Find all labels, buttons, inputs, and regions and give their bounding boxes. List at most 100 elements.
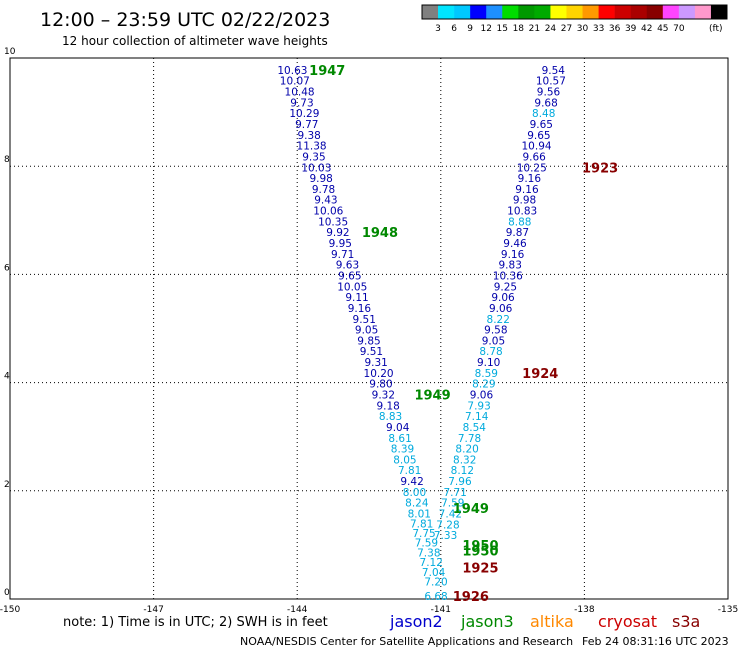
wave-height-value: 9.06 bbox=[491, 292, 515, 304]
legend-swatch bbox=[502, 5, 519, 19]
legend-unit: (ft) bbox=[709, 24, 723, 34]
wave-height-value: 10.07 bbox=[280, 76, 310, 88]
chart-title: 12:00 – 23:59 UTC 02/22/2023 bbox=[40, 9, 330, 31]
legend-tick-label: 42 bbox=[641, 24, 652, 34]
wave-height-value: 10.03 bbox=[301, 162, 331, 174]
legend-tick-label: 6 bbox=[451, 24, 457, 34]
wave-height-value: 10.48 bbox=[285, 87, 315, 99]
wave-height-value: 9.71 bbox=[331, 249, 354, 261]
wave-height-value: 9.78 bbox=[312, 184, 335, 196]
wave-height-value: 9.54 bbox=[542, 65, 566, 77]
wave-height-value: 9.98 bbox=[513, 195, 536, 207]
legend-swatch bbox=[518, 5, 535, 19]
wave-height-value: 9.18 bbox=[376, 400, 399, 412]
legend-swatch bbox=[566, 5, 583, 19]
pass-time-label: 1925 bbox=[462, 562, 498, 577]
color-scale-legend bbox=[421, 4, 728, 20]
pass-time-label: 1950 bbox=[462, 544, 498, 559]
wave-height-value: 9.63 bbox=[336, 260, 359, 272]
wave-height-value: 8.29 bbox=[472, 379, 495, 391]
y-tick-label: 6 bbox=[4, 263, 10, 273]
wave-height-value: 8.78 bbox=[479, 346, 502, 358]
wave-height-value: 9.31 bbox=[364, 357, 387, 369]
wave-height-value: 8.61 bbox=[388, 433, 411, 445]
legend-swatch bbox=[582, 5, 599, 19]
wave-height-value: 9.95 bbox=[329, 238, 352, 250]
wave-height-value: 9.58 bbox=[484, 325, 507, 337]
wave-height-value: 10.57 bbox=[536, 76, 566, 88]
wave-height-value: 8.22 bbox=[487, 314, 510, 326]
wave-height-value: 7.38 bbox=[417, 547, 440, 559]
wave-height-value: 8.01 bbox=[408, 509, 431, 521]
wave-height-value: 8.88 bbox=[508, 216, 531, 228]
wave-height-value: 9.35 bbox=[302, 151, 325, 163]
wave-height-value: 7.20 bbox=[424, 577, 447, 589]
legend-tick-label: 3 bbox=[435, 24, 441, 34]
wave-height-value: 9.32 bbox=[372, 390, 395, 402]
wave-height-value: 9.51 bbox=[353, 314, 376, 326]
wave-height-value: 9.25 bbox=[494, 281, 517, 293]
plot-frame bbox=[9, 57, 729, 600]
wave-height-value: 7.81 bbox=[410, 518, 433, 530]
x-tick-label: -138 bbox=[574, 605, 595, 615]
wave-height-value: 8.20 bbox=[455, 444, 478, 456]
wave-height-value: 7.33 bbox=[434, 530, 457, 542]
x-tick-label: -135 bbox=[718, 605, 738, 615]
mission-label: cryosat bbox=[598, 612, 657, 631]
wave-height-value: 9.92 bbox=[326, 227, 349, 239]
footer-credit: NOAA/NESDIS Center for Satellite Applica… bbox=[240, 635, 573, 648]
wave-height-value: 7.75 bbox=[412, 528, 435, 540]
x-tick-label: -141 bbox=[431, 605, 451, 615]
footer-timestamp: Feb 24 08:31:16 UTC 2023 bbox=[582, 635, 729, 648]
wave-height-value: 8.83 bbox=[379, 411, 402, 423]
legend-swatch bbox=[646, 5, 664, 19]
legend-border bbox=[421, 4, 728, 20]
wave-height-value: 9.11 bbox=[345, 292, 368, 304]
legend-swatch bbox=[614, 5, 631, 19]
legend-swatch bbox=[454, 5, 471, 19]
legend-tick-label: 33 bbox=[593, 24, 604, 34]
legend-swatch bbox=[630, 5, 648, 19]
legend-swatch bbox=[534, 5, 551, 19]
mission-legend: jason2 jason3 altika cryosat s3a bbox=[389, 612, 700, 631]
legend-tick-label: 12 bbox=[480, 24, 491, 34]
wave-height-value: 7.04 bbox=[422, 567, 446, 579]
color-scale-ticks: 3 6 9 12 15 18 21 24 27 30 33 36 39 42 45 70 bbox=[435, 24, 685, 34]
wave-height-value: 9.05 bbox=[355, 325, 378, 337]
legend-swatch bbox=[694, 5, 712, 19]
x-axis-ticks: -150 -147 -144 -141 -138 -135 bbox=[0, 605, 738, 615]
legend-swatch bbox=[550, 5, 567, 19]
pass-time-label: 1949 bbox=[414, 389, 450, 404]
mission-label: jason2 bbox=[389, 612, 443, 631]
wave-height-value: 10.83 bbox=[507, 206, 537, 218]
wave-height-value: 9.83 bbox=[499, 260, 522, 272]
wave-height-value: 9.51 bbox=[360, 346, 383, 358]
wave-height-value: 9.68 bbox=[534, 97, 557, 109]
x-tick-label: -147 bbox=[143, 605, 163, 615]
y-axis-ticks: 0 2 4 6 8 10 bbox=[4, 47, 16, 598]
wave-height-value: 8.00 bbox=[403, 487, 426, 499]
wave-height-value: 8.59 bbox=[475, 368, 498, 380]
pass-time-label: 1923 bbox=[582, 161, 618, 176]
mission-label: altika bbox=[530, 612, 574, 631]
y-tick-label: 10 bbox=[4, 47, 16, 57]
wave-height-value: 7.59 bbox=[441, 498, 464, 510]
legend-tick-label: 30 bbox=[577, 24, 589, 34]
legend-swatch bbox=[470, 5, 487, 19]
wave-height-value: 11.38 bbox=[297, 141, 327, 153]
legend-tick-label: 36 bbox=[609, 24, 621, 34]
y-tick-label: 0 bbox=[4, 588, 10, 598]
wave-height-value: 9.65 bbox=[530, 119, 553, 131]
x-tick-label: -144 bbox=[287, 605, 308, 615]
pass-time-label: 1926 bbox=[453, 590, 489, 605]
legend-tick-label: 18 bbox=[513, 24, 525, 34]
legend-swatch bbox=[598, 5, 615, 19]
wave-height-value: 8.32 bbox=[453, 454, 476, 466]
wave-height-value: 9.06 bbox=[470, 390, 494, 402]
x-tick-label: -150 bbox=[0, 605, 20, 615]
wave-height-value: 7.14 bbox=[465, 411, 489, 423]
wave-height-value: 9.73 bbox=[290, 97, 313, 109]
pass-time-label: 1948 bbox=[362, 226, 398, 241]
wave-height-value: 7.59 bbox=[415, 538, 438, 550]
wave-height-value: 7.96 bbox=[448, 476, 472, 488]
